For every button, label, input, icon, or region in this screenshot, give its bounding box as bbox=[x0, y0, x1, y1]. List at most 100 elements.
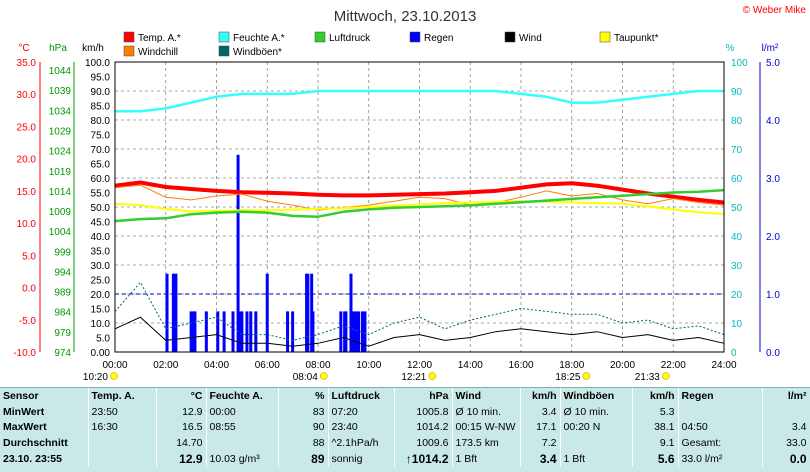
tick-label-wind: 95.0 bbox=[91, 73, 111, 84]
rain-bar bbox=[237, 311, 241, 352]
unit-temp-label: °C bbox=[18, 43, 29, 54]
tick-label-time: 00:00 bbox=[102, 360, 127, 371]
table-cell: 38.1 bbox=[632, 419, 679, 436]
table-header-cell: Feuchte A. bbox=[206, 388, 279, 404]
rain-bar bbox=[354, 311, 358, 352]
sun-event-label: 08:04 bbox=[293, 372, 318, 383]
table-cell: 17.1 bbox=[520, 419, 561, 436]
tick-label-temp: 35.0 bbox=[17, 58, 37, 69]
x-axis: 00:00 02:00 04:00 06:00 08:00 10:00 12:00 14:00… bbox=[102, 360, 736, 371]
unit-kmh-label: km/h bbox=[82, 43, 104, 54]
table-cell: 3.4 bbox=[520, 451, 561, 467]
sun-event-label: 12:21 bbox=[401, 372, 426, 383]
rain-bar bbox=[349, 273, 353, 352]
table-cell: 83 bbox=[278, 403, 329, 420]
table-cell: 00:20 N bbox=[560, 419, 633, 436]
series-line bbox=[114, 188, 725, 223]
tick-label-wind: 10.0 bbox=[91, 319, 111, 330]
legend-label: Regen bbox=[424, 33, 453, 44]
tick-label-wind: 5.0 bbox=[96, 334, 110, 345]
tick-label-pressure: 984 bbox=[54, 308, 71, 319]
table-cell: 33.0 bbox=[762, 435, 810, 452]
table-header-cell: % bbox=[278, 388, 329, 404]
tick-label-pressure: 999 bbox=[54, 247, 71, 258]
table-header-cell: Luftdruck bbox=[328, 388, 395, 404]
tick-label-humidity: 20 bbox=[731, 290, 743, 301]
tick-label-wind: 45.0 bbox=[91, 218, 111, 229]
tick-label-pressure: 1029 bbox=[49, 126, 72, 137]
table-cell: 89 bbox=[278, 451, 329, 467]
rain-bar bbox=[231, 311, 235, 352]
table-cell: 12.9 bbox=[156, 451, 207, 467]
tick-label-time: 08:00 bbox=[305, 360, 330, 371]
tick-label-pressure: 1044 bbox=[49, 66, 72, 77]
table-cell: 3.4 bbox=[520, 403, 561, 420]
rain-bar bbox=[216, 311, 220, 352]
table-header-cell: Regen bbox=[678, 388, 763, 404]
table-cell: 00:00 bbox=[206, 403, 279, 420]
table-cell: 7.2 bbox=[520, 435, 561, 452]
tick-label-pressure: 979 bbox=[54, 328, 71, 339]
table-cell: 33.0 l/m² bbox=[678, 451, 763, 467]
table-header-cell: °C bbox=[156, 388, 207, 404]
y-axes: 35.0 30.0 25.0 20.0 15.0 10.0 5.0 0.0 -5.0 -10.0 1… bbox=[13, 58, 780, 359]
table-cell: 16:30 bbox=[88, 419, 157, 436]
tick-label-time: 04:00 bbox=[204, 360, 229, 371]
table-cell: 90 bbox=[278, 419, 329, 436]
table-cell: 173.5 km bbox=[452, 435, 521, 452]
table-cell: 00:15 W-NW bbox=[452, 419, 521, 436]
tick-label-pressure: 1014 bbox=[49, 187, 72, 198]
rain-bar bbox=[245, 311, 249, 352]
table-header-cell: km/h bbox=[632, 388, 679, 404]
rain-bar bbox=[189, 311, 193, 352]
tick-label-temp: -10.0 bbox=[13, 348, 36, 359]
tick-label-pressure: 1024 bbox=[49, 147, 72, 158]
rain-bar bbox=[174, 273, 178, 352]
tick-label-time: 06:00 bbox=[255, 360, 280, 371]
tick-label-wind: 25.0 bbox=[91, 276, 111, 287]
unit-pct-label: % bbox=[726, 43, 735, 54]
tick-label-temp: 5.0 bbox=[22, 251, 36, 262]
table-cell: 5.6 bbox=[632, 451, 679, 467]
copyright-label: © Weber Mike bbox=[743, 5, 807, 16]
tick-label-pressure: 1034 bbox=[49, 106, 72, 117]
table-header-cell: km/h bbox=[520, 388, 561, 404]
legend-swatch bbox=[409, 31, 421, 43]
table-header-cell: l/m² bbox=[762, 388, 810, 404]
tick-label-wind: 55.0 bbox=[91, 189, 111, 200]
tick-label-wind: 85.0 bbox=[91, 102, 111, 113]
tick-label-pressure: 1019 bbox=[49, 167, 72, 178]
rain-bar bbox=[236, 154, 240, 352]
tick-label-temp: 10.0 bbox=[17, 219, 37, 230]
legend-swatch bbox=[314, 31, 326, 43]
rain-bar bbox=[222, 311, 226, 352]
table-cell: 12.9 bbox=[156, 403, 207, 420]
tick-label-wind: 75.0 bbox=[91, 131, 111, 142]
rain-bar bbox=[193, 311, 197, 352]
tick-label-time: 16:00 bbox=[508, 360, 533, 371]
table-cell bbox=[206, 435, 279, 452]
tick-label-time: 02:00 bbox=[153, 360, 178, 371]
rain-bar bbox=[165, 273, 169, 352]
tick-label-wind: 15.0 bbox=[91, 305, 111, 316]
table-row: 23.10. 23:55 12.9 10.03 g/m³ 89 sonnig ↑1014.… bbox=[0, 451, 810, 467]
tick-label-time: 14:00 bbox=[458, 360, 483, 371]
tick-label-temp: -5.0 bbox=[19, 316, 37, 327]
tick-label-time: 20:00 bbox=[610, 360, 635, 371]
tick-label-rain: 3.0 bbox=[766, 174, 780, 185]
tick-label-wind: 60.0 bbox=[91, 174, 111, 185]
table-cell: 1 Bft bbox=[560, 451, 633, 467]
rain-bar bbox=[291, 311, 295, 352]
table-row: MaxWert 16:30 16.5 08:55 90 23:40 1014.2 00:15 … bbox=[0, 419, 810, 436]
rain-bar bbox=[265, 273, 269, 352]
rain-bar bbox=[240, 311, 244, 352]
table-cell: Ø 10 min. bbox=[560, 403, 633, 420]
tick-label-temp: 20.0 bbox=[17, 155, 37, 166]
table-cell: Durchschnitt bbox=[0, 435, 89, 452]
series-line bbox=[114, 184, 725, 211]
weather-chart: Mittwoch, 23.10.2013 © Weber Mike Temp. … bbox=[13, 5, 807, 383]
rain-bar bbox=[363, 311, 367, 352]
tick-label-time: 18:00 bbox=[559, 360, 584, 371]
chart-title: Mittwoch, 23.10.2013 bbox=[334, 8, 477, 25]
tick-label-wind: 40.0 bbox=[91, 232, 111, 243]
